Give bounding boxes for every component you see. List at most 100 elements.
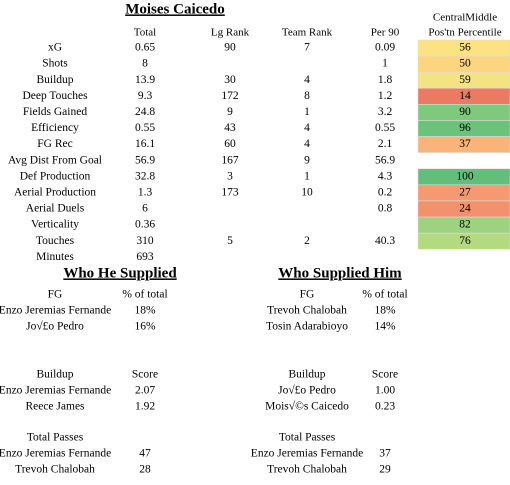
player-name: Trevoh Chalobah	[267, 305, 347, 317]
percentile-value: 50	[459, 58, 471, 70]
sub-header: % of total	[362, 289, 407, 301]
sub-header: FG	[300, 289, 315, 301]
stat-value: 1.8	[378, 74, 393, 86]
sub-value: 47	[139, 448, 151, 460]
player-name: Enzo Jeremias Fernande	[0, 448, 111, 460]
sub-header: FG	[48, 289, 63, 301]
stat-value: 1	[304, 106, 310, 118]
stat-label: xG	[48, 42, 62, 54]
stat-value: 13.9	[135, 74, 155, 86]
stat-label: Buildup	[36, 74, 73, 86]
player-name: Enzo Jeremias Fernande	[251, 448, 363, 460]
sub-value: 0.23	[375, 401, 395, 413]
stat-value: 8	[304, 90, 310, 102]
player-name: Mois√©s Caicedo	[265, 400, 349, 413]
percentile-value: 24	[459, 203, 471, 215]
stat-value: 30	[224, 74, 236, 86]
stat-label: Deep Touches	[22, 90, 88, 102]
stat-value: 2.1	[378, 138, 393, 150]
percentile-value: 37	[459, 138, 471, 150]
sub-value: 28	[139, 464, 151, 476]
percentile-value: 56	[459, 42, 471, 54]
stat-value: 1.3	[138, 187, 153, 199]
stat-value: 40.3	[375, 235, 395, 247]
stat-value: 0.65	[135, 42, 155, 54]
stat-value: 173	[221, 187, 239, 199]
stat-value: 6	[142, 203, 148, 215]
percentile-cell	[417, 232, 510, 250]
percentile-value: 76	[459, 235, 471, 247]
stat-value: 0.8	[378, 203, 393, 215]
stat-label: Fields Gained	[23, 106, 87, 118]
stat-value: 60	[224, 138, 236, 150]
column-header: Team Rank	[282, 27, 333, 39]
column-header: Total	[134, 27, 156, 39]
stat-value: 56.9	[135, 154, 155, 166]
player-name: Tosin Adarabioyo	[266, 321, 348, 333]
stat-label: Def Production	[20, 170, 91, 182]
stat-label: Verticality	[31, 219, 79, 231]
column-header: Per 90	[371, 27, 400, 39]
percentile-value: 27	[459, 187, 471, 199]
stat-value: 9	[304, 154, 310, 166]
sub-value: 29	[379, 464, 391, 476]
stat-value: 3	[227, 170, 233, 182]
sub-value: 37	[379, 448, 391, 460]
stat-value: 56.9	[375, 154, 395, 166]
column-header: Lg Rank	[211, 27, 250, 39]
stat-value: 8	[142, 58, 148, 70]
stat-value: 1	[304, 170, 310, 182]
stat-value: 4	[304, 74, 310, 86]
stat-label: Avg Dist From Goal	[8, 154, 102, 166]
sub-value: 1.92	[135, 401, 155, 413]
sub-header: Buildup	[288, 369, 325, 381]
percentile-header: Pos'tn Percentile	[428, 27, 501, 39]
percentile-value: 14	[459, 90, 471, 102]
stat-value: 16.1	[135, 138, 155, 150]
section-title: Who He Supplied	[63, 265, 177, 281]
percentile-cell	[417, 136, 510, 153]
player-name: Trevoh Chalobah	[15, 464, 95, 476]
player-name: Trevoh Chalobah	[267, 464, 347, 476]
player-name: Enzo Jeremias Fernande	[0, 385, 111, 397]
stat-value: 0.2	[378, 187, 393, 199]
sub-header: Total Passes	[27, 432, 84, 444]
percentile-value: 96	[459, 122, 471, 134]
stat-value: 4	[304, 138, 310, 150]
stat-value: 0.55	[135, 122, 155, 134]
percentile-value: 59	[459, 74, 471, 86]
player-name: Enzo Jeremias Fernande	[0, 305, 111, 317]
section-title: Who Supplied Him	[278, 265, 402, 281]
stat-value: 24.8	[135, 106, 155, 118]
stat-value: 310	[136, 235, 154, 247]
stat-value: 5	[227, 235, 233, 247]
stat-value: 7	[304, 42, 310, 54]
sub-value: 18%	[134, 305, 156, 317]
stat-value: 9	[227, 106, 233, 118]
sub-value: 14%	[374, 321, 396, 333]
sub-header: Total Passes	[279, 432, 336, 444]
stat-label: Aerial Production	[14, 187, 96, 199]
sub-header: Buildup	[36, 369, 73, 381]
sub-header: Score	[132, 369, 158, 381]
percentile-value: 82	[459, 219, 471, 231]
stat-value: 1	[382, 58, 388, 70]
percentile-value: 100	[456, 170, 474, 182]
stat-value: 693	[136, 251, 154, 263]
player-name: Reece James	[25, 401, 85, 413]
sub-value: 2.07	[135, 385, 155, 397]
percentile-value: 90	[459, 106, 471, 118]
stat-value: 2	[304, 235, 310, 247]
sub-value: 18%	[374, 305, 396, 317]
stat-label: Minutes	[36, 251, 74, 263]
stat-value: 172	[221, 90, 239, 102]
stat-value: 90	[224, 42, 236, 54]
stat-value: 9.3	[138, 90, 153, 102]
sub-header: % of total	[122, 289, 167, 301]
stat-value: 10	[301, 187, 313, 199]
stat-value: 0.36	[135, 219, 155, 231]
sub-value: 1.00	[375, 385, 395, 397]
stat-value: 32.8	[135, 170, 155, 182]
